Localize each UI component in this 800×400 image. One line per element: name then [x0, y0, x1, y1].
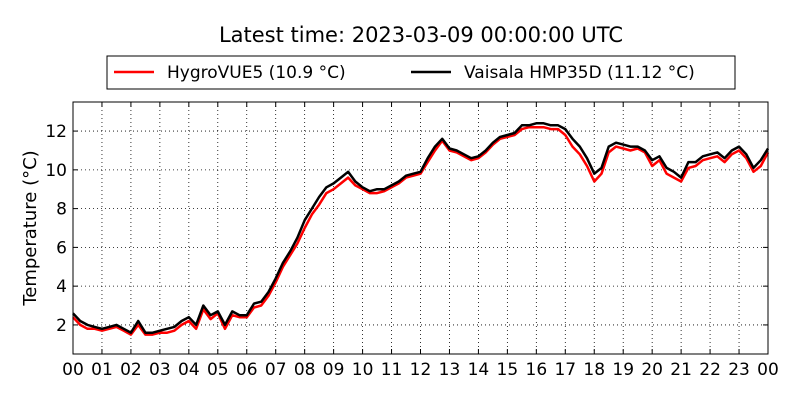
y-tick-label: 8: [56, 200, 67, 220]
x-tick-label: 07: [265, 360, 287, 380]
x-tick-label: 17: [554, 360, 576, 380]
x-tick-label: 08: [294, 360, 316, 380]
y-tick-label: 6: [56, 238, 67, 258]
x-tick-label: 16: [526, 360, 548, 380]
x-tick-label: 06: [236, 360, 258, 380]
ticks: [72, 102, 769, 354]
series-layer: [72, 122, 770, 336]
x-tick-label: 09: [323, 360, 345, 380]
x-tick-label: 10: [352, 360, 374, 380]
x-tick-label: 11: [381, 360, 403, 380]
x-tick-label: 02: [120, 360, 142, 380]
x-tick-label: 04: [178, 360, 200, 380]
x-tick-label: 14: [468, 360, 490, 380]
x-tick-label: 13: [439, 360, 461, 380]
x-tick-label: 01: [91, 360, 113, 380]
grid: [73, 102, 768, 354]
chart-title: Latest time: 2023-03-09 00:00:00 UTC: [219, 23, 623, 47]
series-line-hygrovue5: [72, 125, 770, 336]
x-tick-label: 00: [62, 360, 84, 380]
legend: HygroVUE5 (10.9 °C) Vaisala HMP35D (11.1…: [106, 55, 736, 90]
legend-label-vaisala: Vaisala HMP35D (11.12 °C): [464, 63, 695, 83]
x-tick-label: 18: [583, 360, 605, 380]
x-tick-label: 12: [410, 360, 432, 380]
x-tick-label: 15: [497, 360, 519, 380]
x-tick-label: 19: [612, 360, 634, 380]
x-tick-label: 00: [757, 360, 779, 380]
y-tick-label: 2: [56, 316, 67, 336]
plot-frame: [72, 101, 769, 355]
series-line-vaisala: [72, 122, 770, 334]
y-tick-label: 10: [45, 161, 67, 181]
x-tick-label: 22: [699, 360, 721, 380]
y-tick-label: 12: [45, 122, 67, 142]
tick-labels: 00 01 02 03 04 05 06 07 08 09 10 11 12 13 14 15 16 17 18 19…: [45, 122, 778, 380]
x-tick-label: 05: [207, 360, 229, 380]
legend-label-hygrovue5: HygroVUE5 (10.9 °C): [167, 63, 346, 83]
x-tick-label: 20: [641, 360, 663, 380]
x-tick-label: 03: [149, 360, 171, 380]
y-tick-label: 4: [56, 277, 67, 297]
x-tick-label: 23: [728, 360, 750, 380]
x-tick-label: 21: [670, 360, 692, 380]
y-axis-label: Temperature (°C): [20, 150, 41, 306]
